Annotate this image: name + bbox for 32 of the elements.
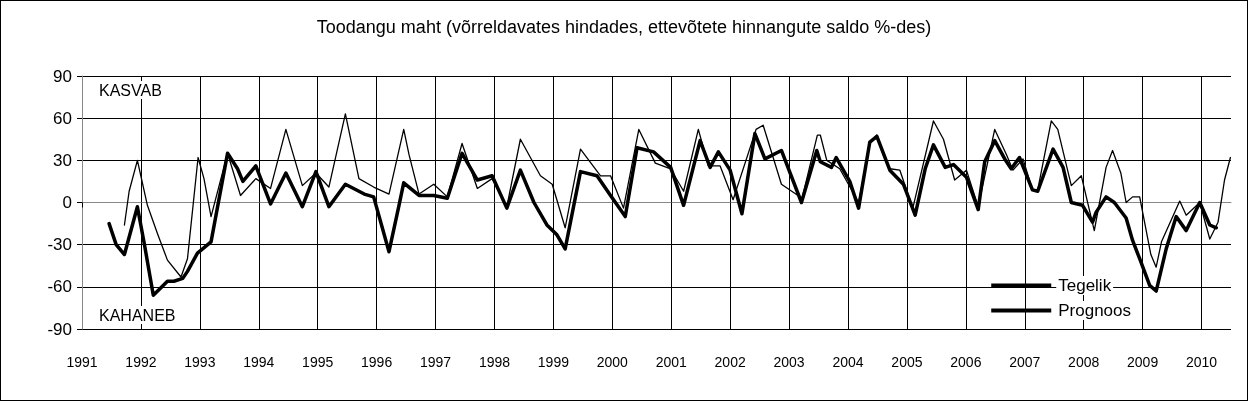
y-tick-label: 30 bbox=[53, 150, 72, 170]
x-tick-label: 2008 bbox=[1068, 354, 1100, 370]
x-tick-label: 1995 bbox=[302, 354, 334, 370]
x-tick-label: 2007 bbox=[1009, 354, 1041, 370]
legend-label: Prognoos bbox=[1058, 301, 1132, 320]
x-tick-label: 2000 bbox=[596, 354, 629, 370]
chart-title: Toodangu maht (võrreldavates hindades, ettevõtete hinnangute saldo %-des) bbox=[316, 17, 932, 37]
x-tick-label: 2002 bbox=[714, 354, 746, 370]
x-tick-label: 2005 bbox=[891, 354, 923, 370]
x-tick-label: 2009 bbox=[1127, 354, 1159, 370]
x-tick-label: 2001 bbox=[655, 354, 688, 370]
x-tick-label: 1991 bbox=[66, 354, 98, 370]
x-tick-label: 2010 bbox=[1185, 354, 1218, 370]
x-tick-label: 2004 bbox=[832, 354, 864, 370]
y-tick-label: 0 bbox=[62, 193, 72, 212]
x-tick-label: 1999 bbox=[537, 354, 570, 370]
x-tick-label: 1996 bbox=[361, 354, 393, 370]
y-tick-label: -30 bbox=[47, 235, 72, 255]
y-tick-label: 60 bbox=[53, 108, 72, 128]
annotation: KASVAB bbox=[99, 81, 162, 99]
x-tick-label: 1992 bbox=[125, 354, 157, 370]
x-tick-label: 1997 bbox=[419, 354, 452, 370]
y-tick-label: -60 bbox=[47, 277, 72, 297]
y-tick-label: 90 bbox=[53, 66, 72, 86]
x-tick-label: 1993 bbox=[184, 354, 216, 370]
annotation: KAHANEB bbox=[99, 306, 176, 324]
x-tick-label: 2006 bbox=[950, 354, 982, 370]
x-tick-label: 1998 bbox=[478, 354, 511, 370]
legend-label: Tegelik bbox=[1058, 276, 1112, 295]
x-tick-label: 2003 bbox=[773, 354, 805, 370]
y-tick-label: -90 bbox=[47, 319, 72, 339]
x-tick-label: 1994 bbox=[243, 354, 275, 370]
